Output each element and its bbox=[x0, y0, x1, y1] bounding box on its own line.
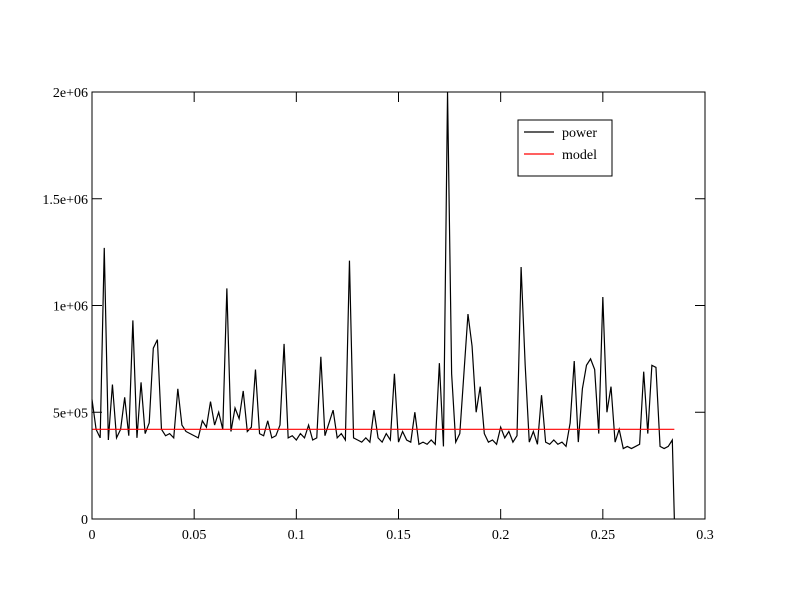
legend-box bbox=[517, 119, 613, 177]
x-tick-label: 0.15 bbox=[386, 528, 411, 543]
y-tick-label: 1.5e+06 bbox=[42, 193, 88, 208]
legend-label: model bbox=[562, 148, 597, 163]
x-tick-label: 0.05 bbox=[182, 528, 207, 543]
x-tick-label: 0.1 bbox=[288, 528, 306, 543]
x-tick-label: 0 bbox=[89, 528, 96, 543]
x-tick-label: 0.3 bbox=[696, 528, 714, 543]
plot-frame bbox=[91, 91, 706, 520]
legend-label: power bbox=[562, 126, 597, 141]
x-tick-label: 0.2 bbox=[492, 528, 510, 543]
series-line bbox=[91, 91, 675, 520]
y-tick-label: 1e+06 bbox=[53, 300, 88, 315]
y-tick-label: 5e+05 bbox=[53, 406, 88, 421]
y-tick-label: 2e+06 bbox=[53, 86, 88, 101]
x-tick-label: 0.25 bbox=[591, 528, 616, 543]
y-tick-label: 0 bbox=[81, 513, 88, 528]
